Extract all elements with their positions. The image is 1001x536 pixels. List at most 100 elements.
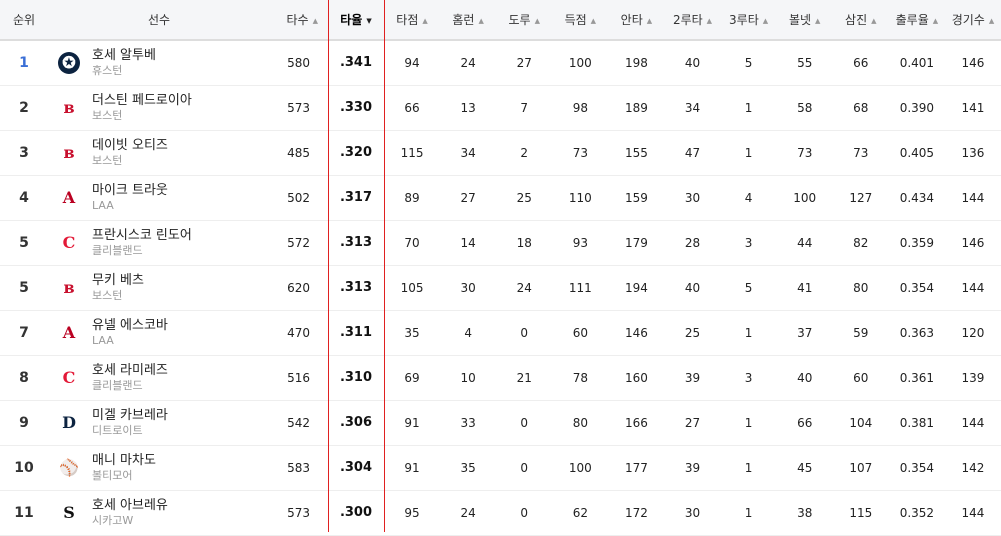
team-name: 보스턴 — [92, 108, 123, 122]
cell-h: 160 — [608, 355, 665, 401]
column-header-hr[interactable]: 홈런 ▲ — [440, 0, 497, 41]
cell-ab: 580 — [270, 40, 328, 86]
cell-h: 189 — [608, 85, 665, 131]
player-cell: ʙ 더스틴 페드로이아 보스턴 — [48, 85, 270, 131]
cell-hr: 24 — [440, 40, 497, 86]
column-header-rank: 순위 — [0, 0, 48, 41]
player-name[interactable]: 호세 알투베 — [92, 47, 156, 63]
player-cell: C 프란시스코 린도어 클리블랜드 — [48, 220, 270, 266]
column-header-avg[interactable]: 타율 ▼ — [328, 0, 384, 41]
table-row[interactable]: 9 D 미겔 카브레라 디트로이트 542.306 91 33 0 80 166 27 1 66 104 0… — [0, 400, 1001, 446]
cell-ab: 573 — [270, 490, 328, 536]
cell-r: 110 — [552, 175, 609, 221]
player-name[interactable]: 프란시스코 린도어 — [92, 227, 192, 243]
cell-bb: 41 — [776, 265, 833, 311]
table-row[interactable]: 7 A 유넬 에스코바 LAA 470.311 35 4 0 60 146 25 1 37 59 0.363… — [0, 310, 1001, 356]
cell-rbi: 115 — [384, 130, 441, 176]
table-row[interactable]: 3 ʙ 데이빗 오티즈 보스턴 485.320 115 34 2 73 155 47 1 73 73 0.4… — [0, 130, 1001, 176]
cell-rank: 5 — [0, 220, 48, 266]
cell-hr: 10 — [440, 355, 497, 401]
sort-asc-icon: ▲ — [590, 16, 597, 25]
cell-d: 30 — [664, 175, 721, 221]
cell-d: 47 — [664, 130, 721, 176]
cell-g: 144 — [944, 265, 1001, 311]
cell-so: 107 — [832, 445, 889, 491]
column-header-rbi[interactable]: 타점 ▲ — [384, 0, 441, 41]
cell-t: 4 — [720, 175, 777, 221]
column-header-obp[interactable]: 출루율 ▲ — [888, 0, 945, 41]
player-name[interactable]: 무키 베츠 — [92, 272, 144, 288]
column-header-so[interactable]: 삼진 ▲ — [832, 0, 889, 41]
cell-rbi: 91 — [384, 445, 441, 491]
cell-r: 78 — [552, 355, 609, 401]
player-name[interactable]: 미겔 카브레라 — [92, 407, 168, 423]
cell-h: 159 — [608, 175, 665, 221]
column-header-t[interactable]: 3루타 ▲ — [720, 0, 777, 41]
cell-avg: .341 — [328, 40, 384, 86]
table-row[interactable]: 5 ʙ 무키 베츠 보스턴 620.313 105 30 24 111 194 40 5 41 80 0.3… — [0, 265, 1001, 311]
angels-logo-icon: A — [58, 186, 80, 209]
table-row[interactable]: 4 A 마이크 트라웃 LAA 502.317 89 27 25 110 159 30 4 100 127… — [0, 175, 1001, 221]
cell-obp: 0.354 — [888, 265, 945, 311]
player-cell: ⚾ 매니 마차도 볼티모어 — [48, 445, 270, 491]
player-name[interactable]: 데이빗 오티즈 — [92, 137, 168, 153]
cell-d: 30 — [664, 490, 721, 536]
column-header-d[interactable]: 2루타 ▲ — [664, 0, 721, 41]
cell-d: 34 — [664, 85, 721, 131]
cell-obp: 0.390 — [888, 85, 945, 131]
cell-hr: 34 — [440, 130, 497, 176]
player-name[interactable]: 마이크 트라웃 — [92, 182, 168, 198]
cell-ab: 583 — [270, 445, 328, 491]
cell-sb: 27 — [496, 40, 553, 86]
column-header-h[interactable]: 안타 ▲ — [608, 0, 665, 41]
header-label: 타점 — [396, 13, 419, 27]
player-name[interactable]: 더스틴 페드로이아 — [92, 92, 192, 108]
cell-t: 1 — [720, 445, 777, 491]
sort-desc-icon: ▼ — [366, 16, 372, 25]
cell-g: 142 — [944, 445, 1001, 491]
cell-avg: .311 — [328, 310, 384, 356]
sort-asc-icon: ▲ — [534, 16, 540, 25]
player-name[interactable]: 매니 마차도 — [92, 452, 156, 468]
cell-avg: .304 — [328, 445, 384, 491]
column-header-ab[interactable]: 타수 ▲ — [270, 0, 328, 41]
sort-highlight-left — [328, 0, 329, 532]
table-row[interactable]: 10 ⚾ 매니 마차도 볼티모어 583.304 91 35 0 100 177 39 1 45 107 0… — [0, 445, 1001, 491]
table-row[interactable]: 1 ✪ 호세 알투베 휴스턴 580.341 94 24 27 100 198 40 5 55 66 0.4… — [0, 40, 1001, 86]
cell-d: 27 — [664, 400, 721, 446]
sort-asc-icon: ▲ — [932, 16, 939, 25]
column-header-sb[interactable]: 도루 ▲ — [496, 0, 553, 41]
cell-r: 80 — [552, 400, 609, 446]
cell-bb: 40 — [776, 355, 833, 401]
cell-bb: 58 — [776, 85, 833, 131]
cell-so: 104 — [832, 400, 889, 446]
sort-highlight-right — [384, 0, 385, 532]
player-name[interactable]: 유넬 에스코바 — [92, 317, 168, 333]
column-header-bb[interactable]: 볼넷 ▲ — [776, 0, 833, 41]
player-name[interactable]: 호세 라미레즈 — [92, 362, 168, 378]
team-name: 보스턴 — [92, 153, 123, 167]
sort-asc-icon: ▲ — [762, 16, 769, 25]
column-header-g[interactable]: 경기수 ▲ — [944, 0, 1001, 41]
player-name[interactable]: 호세 아브레유 — [92, 497, 168, 513]
cell-so: 115 — [832, 490, 889, 536]
table-row[interactable]: 8 C 호세 라미레즈 클리블랜드 516.310 69 10 21 78 160 39 3 40 60 0… — [0, 355, 1001, 401]
cell-rbi: 91 — [384, 400, 441, 446]
sort-asc-icon: ▲ — [422, 16, 428, 25]
table-row[interactable]: 11 S 호세 아브레유 시카고W 573.300 95 24 0 62 172 30 1 38 115 0… — [0, 490, 1001, 536]
cell-bb: 66 — [776, 400, 833, 446]
table-row[interactable]: 5 C 프란시스코 린도어 클리블랜드 572.313 70 14 18 93 179 28 3 44 8… — [0, 220, 1001, 266]
cell-t: 5 — [720, 40, 777, 86]
cell-r: 98 — [552, 85, 609, 131]
cell-ab: 470 — [270, 310, 328, 356]
cell-g: 141 — [944, 85, 1001, 131]
cell-rank: 11 — [0, 490, 48, 536]
cell-ab: 572 — [270, 220, 328, 266]
cell-g: 139 — [944, 355, 1001, 401]
cell-avg: .317 — [328, 175, 384, 221]
cell-so: 60 — [832, 355, 889, 401]
cell-t: 1 — [720, 490, 777, 536]
cell-sb: 21 — [496, 355, 553, 401]
table-row[interactable]: 2 ʙ 더스틴 페드로이아 보스턴 573.330 66 13 7 98 189 34 1 58 68 0.… — [0, 85, 1001, 131]
column-header-r[interactable]: 득점 ▲ — [552, 0, 609, 41]
